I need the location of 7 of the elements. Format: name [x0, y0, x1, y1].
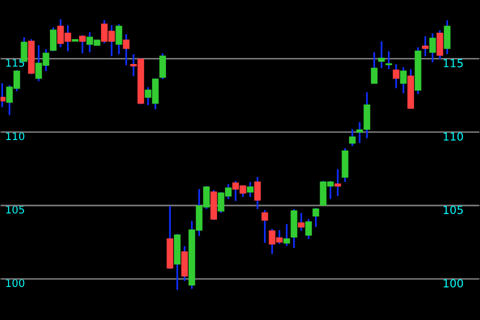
- y2-tick-label: 105: [444, 206, 463, 214]
- y2-tick-label: 115: [444, 59, 463, 68]
- y-tick-label: 105: [6, 206, 24, 214]
- y2-tick-label: 100: [444, 279, 463, 288]
- y2-tick-label: 110: [444, 132, 463, 141]
- y-tick-label: 100: [6, 279, 24, 287]
- y-tick-label: 110: [6, 132, 24, 140]
